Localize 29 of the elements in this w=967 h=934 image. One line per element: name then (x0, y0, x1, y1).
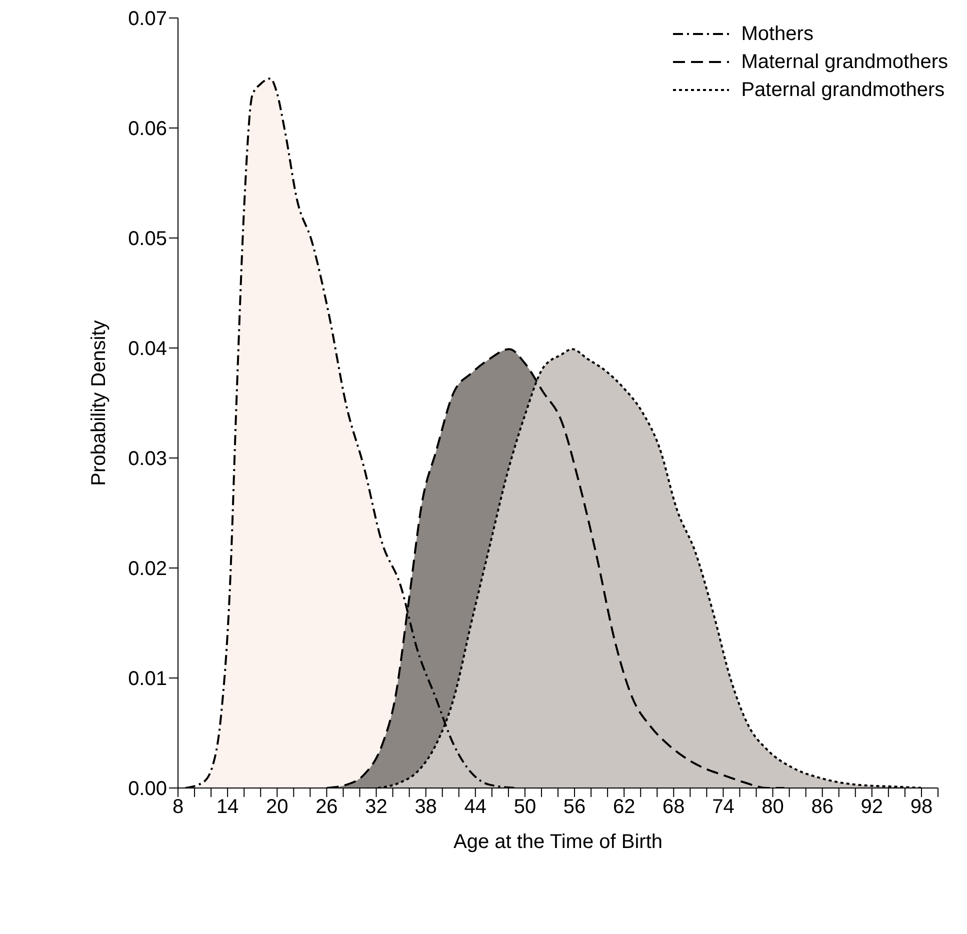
legend-label: Paternal grandmothers (741, 78, 945, 103)
x-tick-label: 20 (266, 796, 288, 818)
x-tick-label: 74 (712, 796, 734, 818)
y-tick-label: 0.05 (128, 228, 167, 250)
x-tick-label: 92 (860, 796, 884, 818)
x-tick-label: 8 (172, 796, 184, 818)
x-tick-label: 44 (464, 796, 487, 818)
legend-label: Maternal grandmothers (741, 50, 948, 75)
x-tick-label: 50 (514, 796, 536, 818)
y-tick-label: 0.07 (128, 8, 167, 30)
x-tick-label: 86 (811, 796, 834, 818)
y-axis-title: Probability Density (88, 320, 110, 486)
y-tick-label: 0.03 (128, 448, 167, 470)
x-tick-label: 98 (910, 796, 933, 818)
x-tick-label: 32 (365, 796, 388, 818)
x-tick-label: 38 (414, 796, 437, 818)
y-tick-label: 0.06 (128, 118, 167, 140)
x-tick-label: 62 (612, 796, 636, 818)
x-axis-title: Age at the Time of Birth (454, 831, 662, 853)
x-tick-label: 14 (216, 796, 239, 818)
legend-label: Mothers (741, 22, 814, 47)
x-tick-label: 56 (563, 796, 586, 818)
y-tick-label: 0.00 (128, 778, 167, 800)
x-tick-label: 68 (662, 796, 685, 818)
y-tick-label: 0.01 (128, 668, 167, 690)
x-tick-label: 80 (762, 796, 784, 818)
y-tick-label: 0.04 (128, 338, 167, 360)
x-tick-label: 26 (316, 796, 338, 818)
y-tick-label: 0.02 (128, 558, 167, 580)
